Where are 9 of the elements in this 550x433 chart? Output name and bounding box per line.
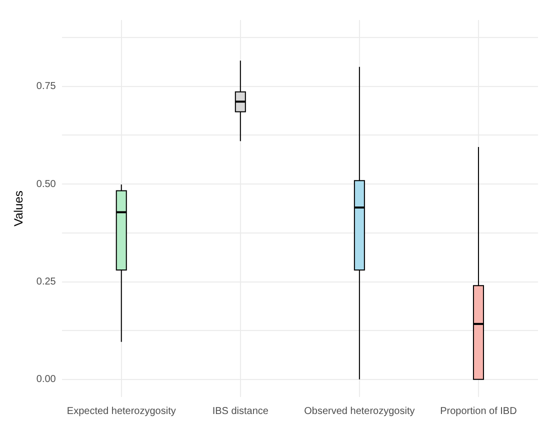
x-tick-label: Expected heterozygosity bbox=[66, 406, 176, 417]
y-tick-label: 0.25 bbox=[36, 276, 56, 288]
y-tick-label: 0.75 bbox=[36, 81, 56, 92]
y-axis-title: Values bbox=[12, 190, 26, 226]
x-tick-label: IBS distance bbox=[212, 406, 269, 417]
y-tick-label: 0.00 bbox=[36, 374, 56, 386]
y-tick-label: 0.50 bbox=[36, 178, 56, 190]
x-tick-label: Observed heterozygosity bbox=[304, 406, 415, 417]
x-tick-label: Proportion of IBD bbox=[440, 406, 517, 417]
